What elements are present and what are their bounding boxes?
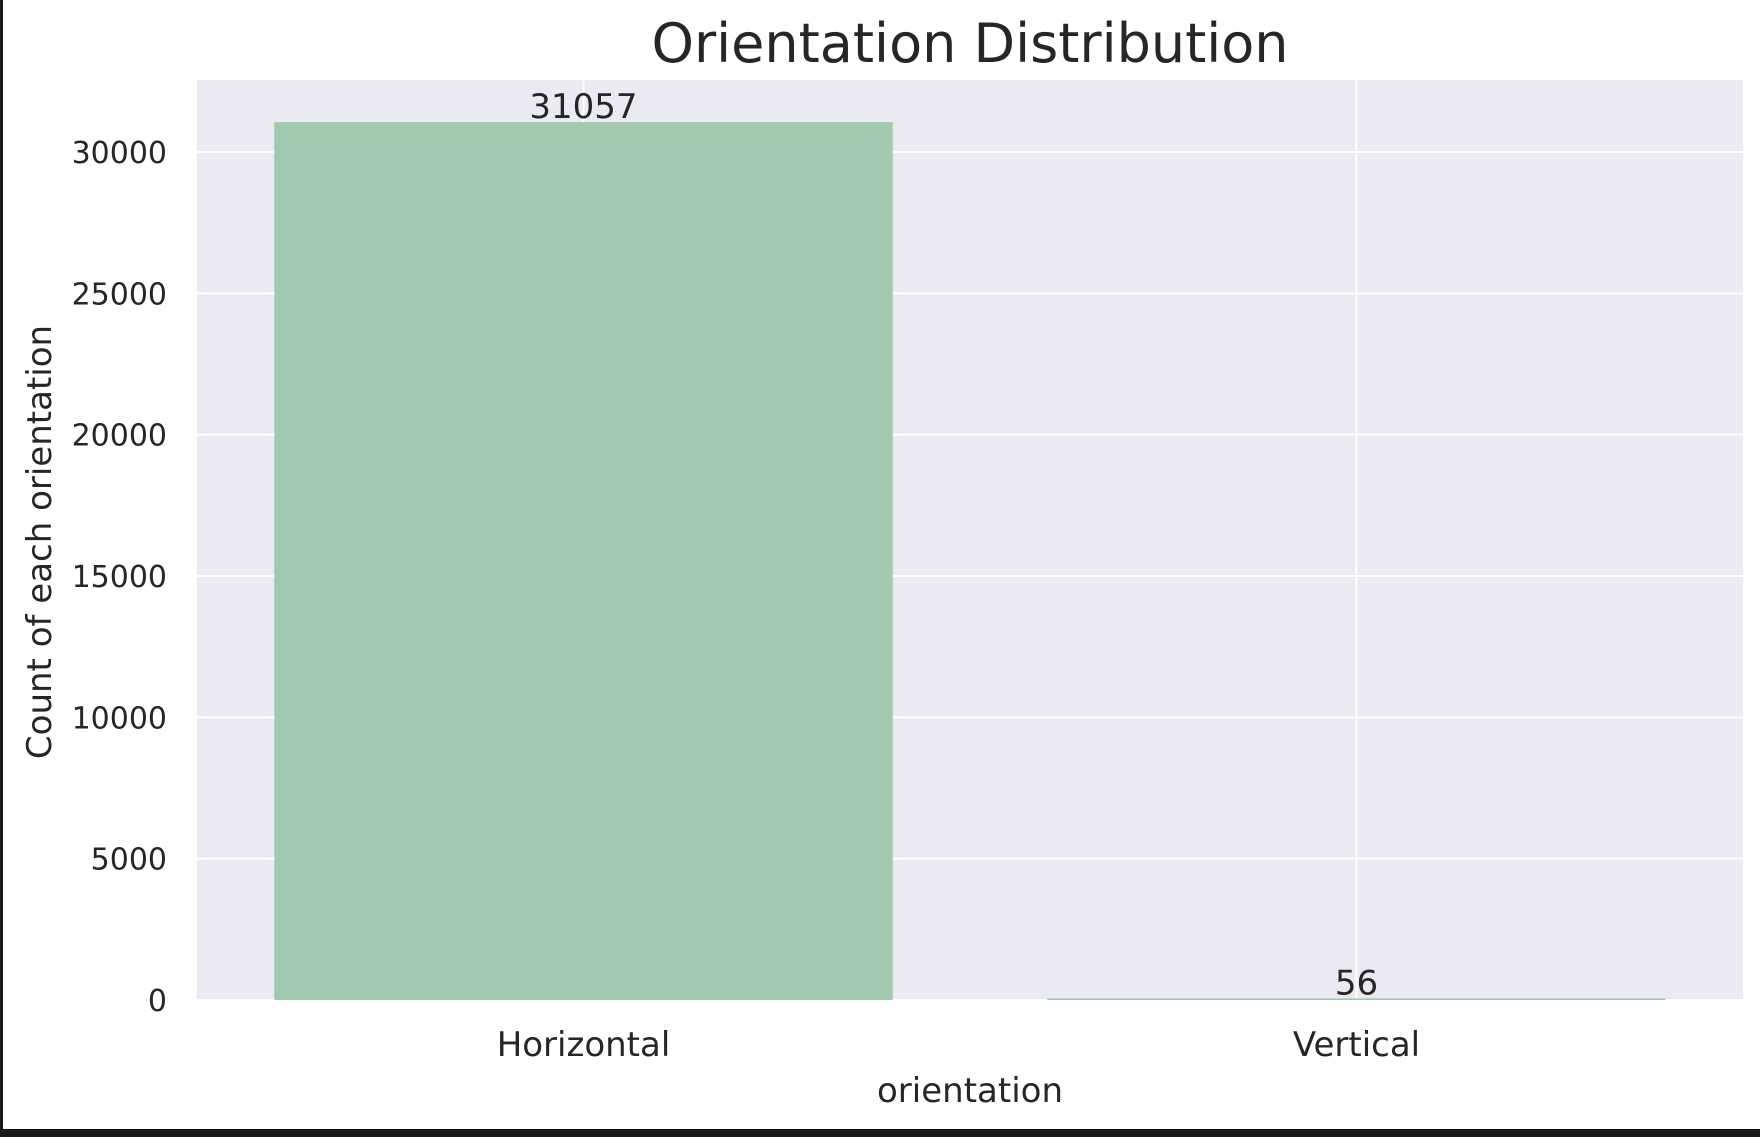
bars xyxy=(274,122,1666,1000)
bar-chart: 0 5000 10000 15000 20000 25000 30000 Horizonta… xyxy=(20,12,1743,1111)
y-axis-ticks: 0 5000 10000 15000 20000 25000 30000 xyxy=(72,136,167,1019)
y-tick-label: 0 xyxy=(148,984,167,1019)
y-tick-label: 15000 xyxy=(72,560,167,595)
bar-horizontal xyxy=(274,122,893,1000)
y-axis-label: Count of each orientation xyxy=(20,325,60,759)
bar-vertical xyxy=(1047,998,1666,1000)
data-label: 56 xyxy=(1335,963,1378,1003)
x-axis-label: orientation xyxy=(877,1071,1063,1111)
x-axis-ticks: Horizontal Vertical xyxy=(497,1025,1420,1065)
chart-title: Orientation Distribution xyxy=(651,12,1288,75)
y-tick-label: 10000 xyxy=(72,701,167,736)
data-label: 31057 xyxy=(529,87,637,127)
y-tick-label: 30000 xyxy=(72,136,167,171)
y-tick-label: 5000 xyxy=(91,843,167,878)
x-tick-label: Horizontal xyxy=(497,1025,671,1065)
y-tick-label: 20000 xyxy=(72,419,167,454)
y-tick-label: 25000 xyxy=(72,277,167,312)
x-tick-label: Vertical xyxy=(1293,1025,1420,1065)
data-labels: 31057 56 xyxy=(529,87,1378,1003)
